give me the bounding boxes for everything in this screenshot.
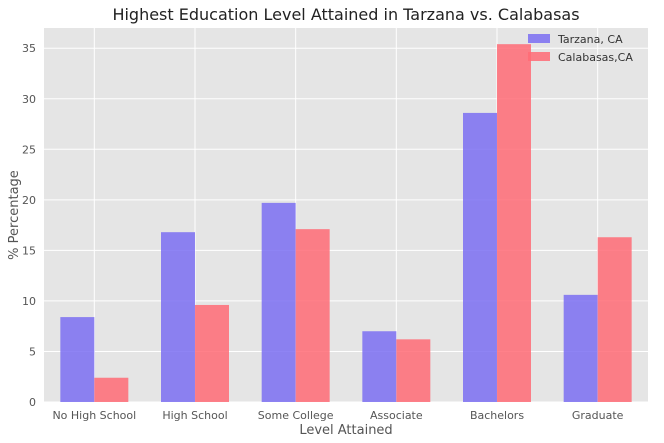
bar-calabasas [94, 377, 129, 402]
legend-label: Calabasas,CA [558, 51, 633, 64]
legend-swatch [528, 34, 550, 43]
bar-tarzana [362, 331, 397, 402]
x-tick-label: Graduate [572, 409, 624, 422]
x-tick-label: No High School [52, 409, 136, 422]
legend-label: Tarzana, CA [557, 33, 623, 46]
x-tick-label: Associate [370, 409, 423, 422]
y-tick-label: 35 [22, 42, 36, 55]
chart-title: Highest Education Level Attained in Tarz… [112, 5, 579, 24]
bar-tarzana [261, 202, 296, 402]
bars [60, 44, 632, 402]
y-tick-label: 5 [29, 345, 36, 358]
bar-calabasas [295, 229, 330, 402]
bar-tarzana [463, 112, 497, 402]
x-tick-label: High School [162, 409, 227, 422]
bar-calabasas [597, 237, 632, 402]
y-tick-label: 25 [22, 143, 36, 156]
y-tick-label: 20 [22, 194, 36, 207]
x-axis-title: Level Attained [299, 423, 392, 438]
bar-calabasas [497, 44, 531, 402]
x-tick-label: Some College [258, 409, 334, 422]
bar-calabasas [195, 304, 229, 402]
y-tick-label: 10 [22, 295, 36, 308]
y-tick-label: 15 [22, 244, 36, 257]
x-tick-label: Bachelors [470, 409, 524, 422]
bar-tarzana [563, 294, 598, 402]
y-tick-label: 0 [29, 396, 36, 409]
legend-swatch [528, 52, 550, 61]
bar-tarzana [60, 317, 95, 402]
legend: Tarzana, CA Calabasas,CA [528, 33, 633, 64]
tick-labels: 0 5 10 15 20 25 30 35 No High School High School S… [22, 42, 624, 422]
y-axis-title: % Percentage [7, 170, 22, 260]
plot-area [44, 28, 648, 402]
bar-tarzana [161, 232, 195, 402]
y-tick-label: 30 [22, 93, 36, 106]
bar-calabasas [396, 339, 431, 402]
